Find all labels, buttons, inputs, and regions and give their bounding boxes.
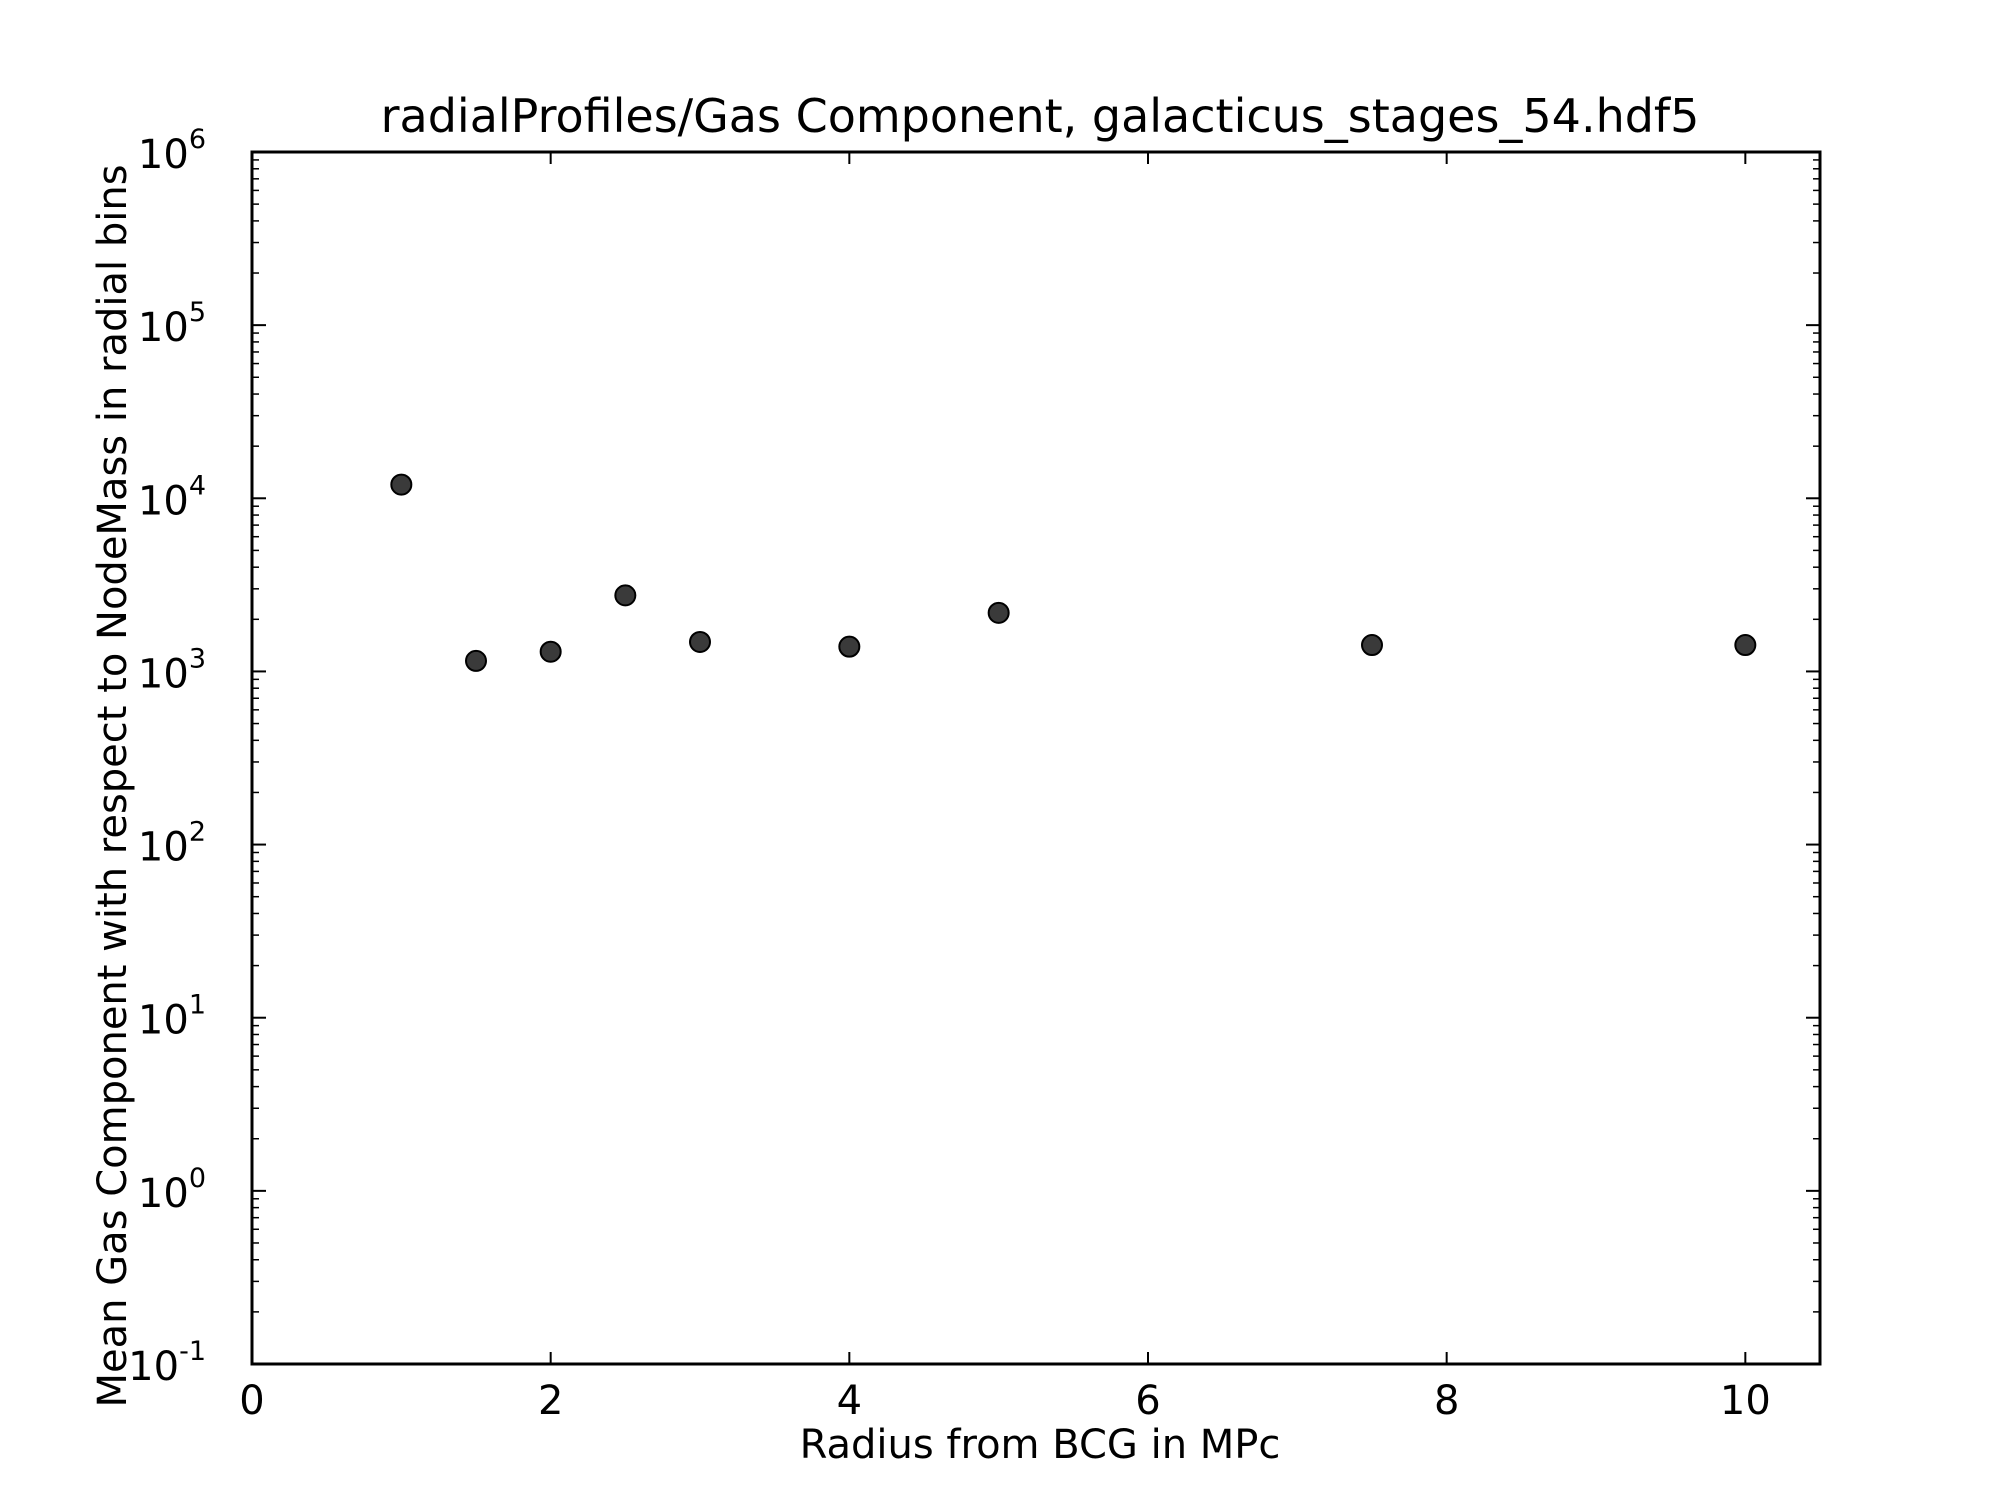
y-tick-label: 100 xyxy=(138,1163,206,1217)
plot-area: 0 2 4 6 8 10 10-1 100 101 102 103 104 105 106 xyxy=(128,124,1822,1424)
x-tick-label: 6 xyxy=(1135,1378,1160,1424)
data-point xyxy=(1361,634,1383,657)
data-point xyxy=(539,640,562,663)
plot-frame xyxy=(250,150,1822,1366)
data-point xyxy=(614,584,637,607)
y-tick-label: 106 xyxy=(138,124,206,178)
y-tick-label: 102 xyxy=(138,817,206,871)
y-axis-label: Mean Gas Component with respect to NodeM… xyxy=(90,164,136,1407)
data-point xyxy=(1734,634,1757,657)
x-tick-label: 10 xyxy=(1720,1378,1771,1424)
y-tick-label: 103 xyxy=(138,643,206,697)
data-point xyxy=(465,649,487,672)
x-axis-label: Radius from BCG in MPc xyxy=(800,1422,1281,1468)
data-point xyxy=(987,601,1010,624)
data-point xyxy=(390,473,413,496)
data-point xyxy=(838,635,861,658)
y-tick-label: 105 xyxy=(138,297,206,351)
chart-title: radialProfiles/Gas Component, galacticus… xyxy=(381,89,1700,143)
y-tick-label: 10-1 xyxy=(128,1336,206,1390)
x-tick-label: 0 xyxy=(239,1378,264,1424)
x-tick-label: 4 xyxy=(837,1378,862,1424)
x-tick-label: 8 xyxy=(1434,1378,1459,1424)
data-point xyxy=(689,630,711,653)
y-tick-label: 104 xyxy=(138,470,206,524)
y-tick-label: 101 xyxy=(138,990,206,1044)
x-tick-label: 2 xyxy=(538,1378,563,1424)
